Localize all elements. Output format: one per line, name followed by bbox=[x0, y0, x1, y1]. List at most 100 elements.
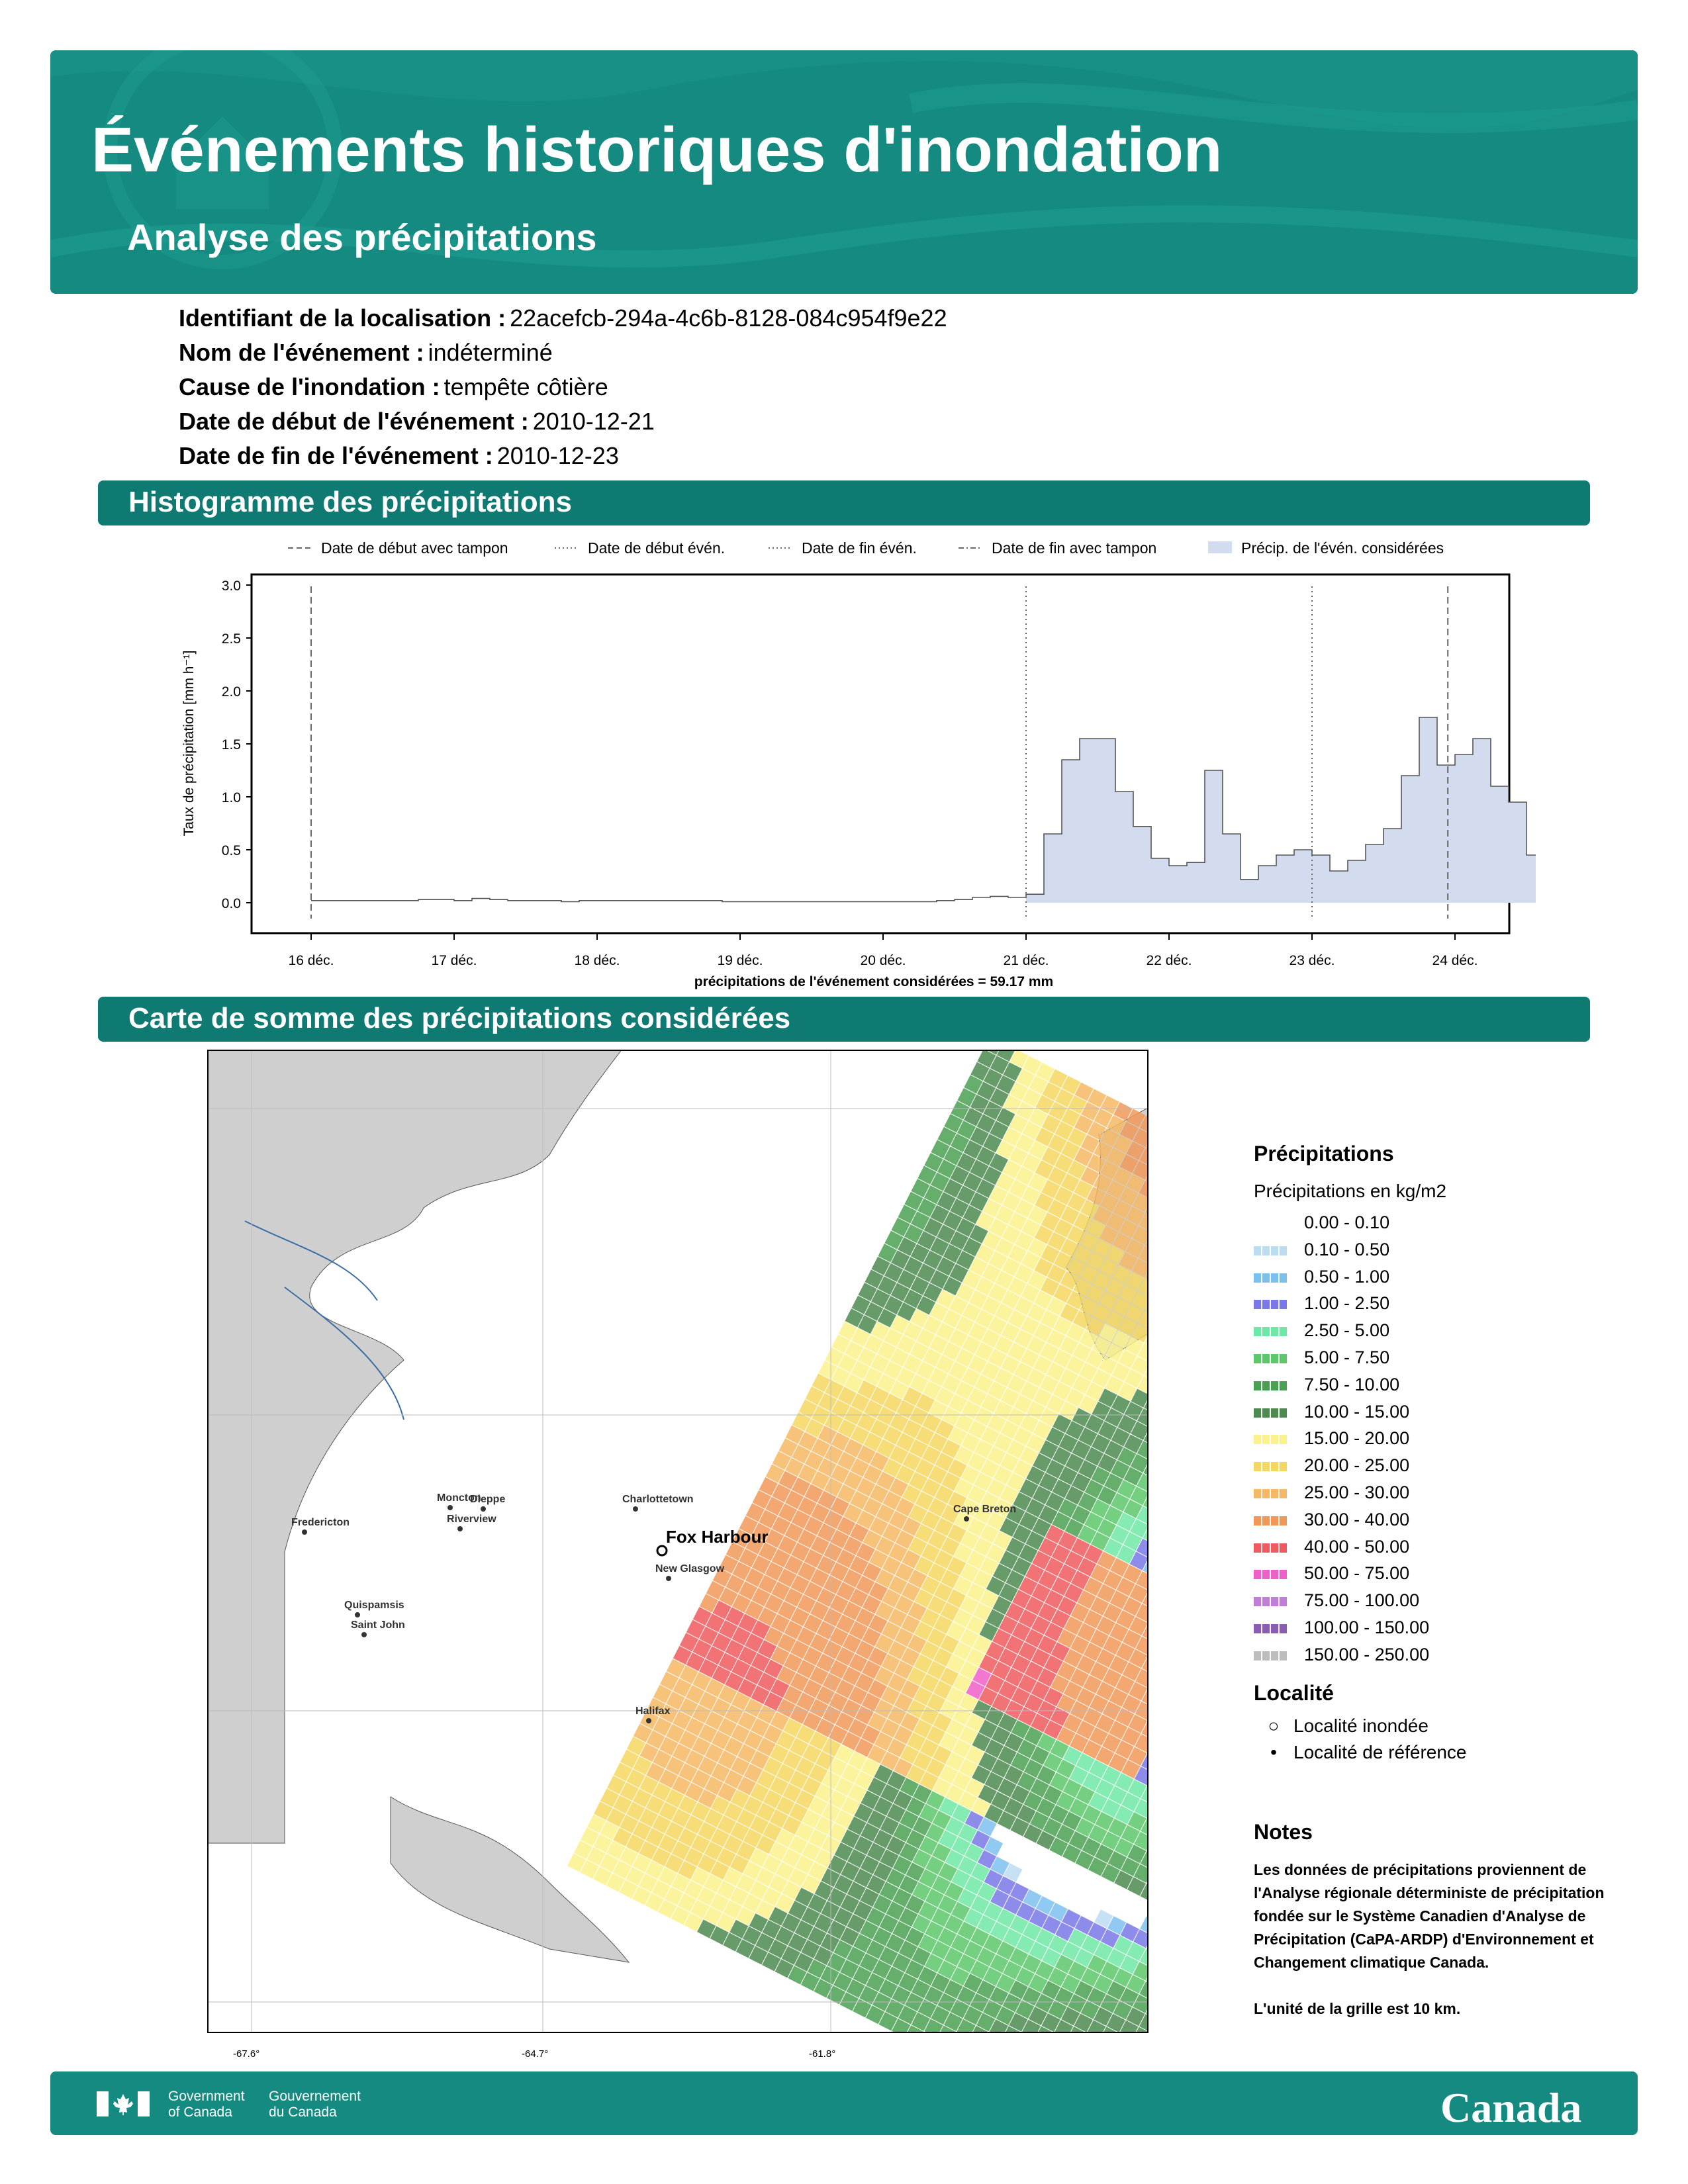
precip-cell bbox=[1132, 1226, 1148, 1245]
precip-cell bbox=[800, 1972, 820, 1991]
precip-cell bbox=[945, 1849, 964, 1869]
precip-cell bbox=[1076, 1720, 1096, 1739]
precip-cell bbox=[984, 1772, 1004, 1791]
precip-cell bbox=[970, 1895, 990, 1915]
precip-cell bbox=[704, 1841, 724, 1860]
precip-cell bbox=[1011, 1687, 1031, 1706]
precip-cell bbox=[1047, 1199, 1067, 1218]
legend-class-item: 75.00 - 100.00 bbox=[1254, 1590, 1624, 1617]
precip-cell bbox=[923, 1250, 943, 1269]
precip-cell bbox=[1100, 1160, 1119, 1180]
precip-cell bbox=[769, 1776, 789, 1796]
precip-cell bbox=[1000, 1485, 1019, 1504]
legend-swatch bbox=[1254, 1488, 1287, 1498]
precip-cell bbox=[593, 1834, 612, 1853]
precip-cell bbox=[949, 1328, 968, 1348]
precip-cell bbox=[1102, 1831, 1121, 1850]
precip-cell bbox=[1053, 1284, 1072, 1303]
precip-cell bbox=[1073, 1277, 1092, 1297]
precip-cell bbox=[1139, 1981, 1148, 2001]
precip-cell bbox=[943, 2045, 962, 2055]
precip-cell bbox=[867, 1843, 886, 1862]
precip-cell bbox=[778, 1535, 797, 1555]
precip-cell bbox=[886, 1901, 905, 1921]
precip-cell bbox=[894, 1661, 914, 1680]
precip-cell bbox=[1008, 1244, 1027, 1263]
precip-cell bbox=[823, 1575, 843, 1594]
precip-cell bbox=[914, 1686, 933, 1706]
precip-cell bbox=[679, 1698, 698, 1717]
precip-cell bbox=[901, 1647, 920, 1666]
legend-class-label: 75.00 - 100.00 bbox=[1304, 1590, 1420, 1611]
precip-cell bbox=[645, 1795, 665, 1815]
precip-cell bbox=[967, 1453, 987, 1472]
precip-cell bbox=[1106, 1212, 1125, 1232]
precip-cell bbox=[1104, 1440, 1123, 1460]
precip-cell bbox=[1085, 1382, 1104, 1401]
precip-cell bbox=[949, 1263, 968, 1283]
precip-cell bbox=[699, 1594, 719, 1613]
precip-cell bbox=[632, 1854, 651, 1873]
precip-cell bbox=[849, 1588, 868, 1608]
precip-cell bbox=[684, 1847, 704, 1867]
precip-cell bbox=[1094, 1109, 1113, 1128]
precip-cell bbox=[833, 1907, 853, 1927]
precip-cell bbox=[1011, 1655, 1031, 1674]
precip-cell bbox=[1076, 1752, 1095, 1772]
precip-cell bbox=[1068, 1896, 1088, 1915]
precip-cell bbox=[1009, 2013, 1028, 2032]
precip-cell bbox=[738, 1581, 758, 1600]
precip-cell bbox=[1022, 1987, 1041, 2006]
precip-cell bbox=[888, 1641, 907, 1660]
precip-cell bbox=[789, 1803, 808, 1822]
precip-cell bbox=[1045, 1557, 1064, 1576]
precip-cell bbox=[916, 1361, 935, 1380]
precip-cell bbox=[920, 1641, 940, 1661]
precip-cell bbox=[1063, 1713, 1082, 1733]
precip-cell bbox=[1117, 1447, 1137, 1467]
precip-cell bbox=[968, 1355, 988, 1374]
precip-cell bbox=[646, 1698, 666, 1717]
precip-cell bbox=[942, 1374, 961, 1393]
precip-cell bbox=[1003, 1062, 1022, 1081]
x-tick-label: 19 déc. bbox=[718, 953, 763, 968]
precip-cell bbox=[892, 1856, 912, 1875]
y-tick-label: 2.5 bbox=[222, 631, 241, 647]
precip-cell bbox=[964, 1940, 983, 1960]
precip-cell bbox=[1129, 1551, 1148, 1570]
precip-cell bbox=[1141, 1721, 1148, 1740]
precip-cell bbox=[1151, 1318, 1158, 1336]
precip-cell bbox=[1152, 1988, 1158, 2007]
precip-cell bbox=[951, 1901, 970, 1921]
header-banner: Événements historiques d'inondation Anal… bbox=[50, 50, 1638, 294]
precip-cell bbox=[902, 1484, 921, 1504]
precip-cell bbox=[946, 1654, 966, 1674]
precip-cell bbox=[743, 1796, 763, 1815]
precip-cell bbox=[990, 1088, 1009, 1107]
precip-cell bbox=[1062, 1811, 1082, 1831]
precip-cell bbox=[919, 1869, 938, 1888]
precip-cell bbox=[626, 1866, 645, 1886]
precip-cell bbox=[1119, 1251, 1138, 1271]
precip-cell bbox=[842, 1666, 861, 1686]
precip-cell bbox=[757, 1770, 776, 1789]
precip-cell bbox=[1068, 1095, 1087, 1115]
precip-cell bbox=[964, 1876, 984, 1895]
legend-class-item: 150.00 - 250.00 bbox=[1254, 1645, 1624, 1672]
precip-cell bbox=[988, 1348, 1007, 1368]
precip-cell bbox=[896, 1498, 915, 1517]
precip-cell bbox=[902, 1452, 921, 1471]
precip-cell bbox=[847, 1848, 867, 1868]
precip-cell bbox=[883, 1361, 903, 1380]
precip-cell bbox=[731, 1692, 751, 1711]
precip-cell bbox=[1057, 1596, 1077, 1615]
precip-cell bbox=[833, 1972, 853, 1991]
precip-cell bbox=[1094, 1141, 1113, 1160]
precip-cell bbox=[1036, 1863, 1055, 1882]
precip-cell bbox=[941, 1504, 961, 1524]
precip-cell bbox=[847, 1816, 867, 1835]
precip-cell bbox=[1110, 1492, 1130, 1512]
precip-cell bbox=[1102, 1799, 1121, 1818]
page-title: Événements historiques d'inondation bbox=[91, 114, 1223, 185]
precip-cell bbox=[849, 1523, 869, 1543]
